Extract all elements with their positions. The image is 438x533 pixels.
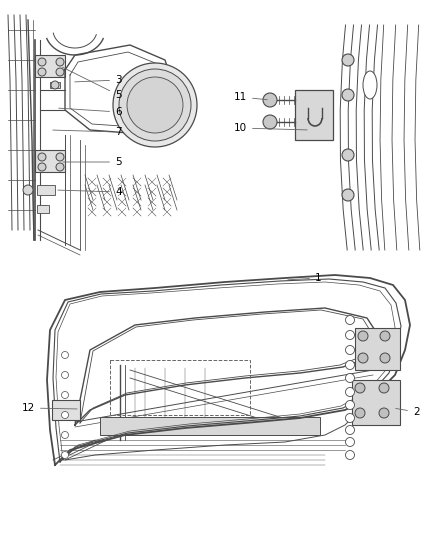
Circle shape: [38, 58, 46, 66]
Circle shape: [342, 54, 354, 66]
Text: 1: 1: [288, 273, 321, 283]
Circle shape: [346, 425, 354, 434]
Bar: [295, 90, 333, 140]
Circle shape: [355, 383, 365, 393]
Circle shape: [355, 408, 365, 418]
Circle shape: [23, 185, 33, 195]
Circle shape: [380, 331, 390, 341]
Bar: [35, 150, 65, 172]
Circle shape: [56, 58, 64, 66]
Text: 6: 6: [59, 107, 122, 117]
Bar: [37, 185, 55, 195]
Circle shape: [127, 77, 183, 133]
Circle shape: [56, 68, 64, 76]
Text: 7: 7: [53, 127, 122, 137]
Circle shape: [38, 163, 46, 171]
Text: 5: 5: [63, 67, 122, 100]
Text: 2: 2: [396, 407, 420, 417]
Bar: [35, 55, 65, 77]
Circle shape: [346, 438, 354, 447]
Circle shape: [119, 69, 191, 141]
Circle shape: [346, 387, 354, 397]
Circle shape: [263, 115, 277, 129]
Circle shape: [346, 450, 354, 459]
Circle shape: [61, 392, 68, 399]
Bar: [37, 205, 49, 213]
Circle shape: [61, 411, 68, 418]
Circle shape: [358, 353, 368, 363]
Bar: [352, 380, 400, 425]
Circle shape: [379, 383, 389, 393]
Circle shape: [380, 353, 390, 363]
Circle shape: [346, 360, 354, 369]
Circle shape: [346, 400, 354, 409]
Circle shape: [346, 345, 354, 354]
Circle shape: [61, 372, 68, 378]
Circle shape: [346, 374, 354, 383]
Text: 4: 4: [58, 187, 122, 197]
Circle shape: [342, 189, 354, 201]
Circle shape: [342, 89, 354, 101]
Text: 5: 5: [63, 157, 122, 167]
Circle shape: [346, 414, 354, 423]
Circle shape: [61, 451, 68, 458]
Text: 10: 10: [234, 123, 307, 133]
Text: 11: 11: [234, 92, 267, 102]
Circle shape: [51, 81, 59, 89]
Circle shape: [61, 351, 68, 359]
Circle shape: [346, 330, 354, 340]
Bar: [52, 400, 80, 420]
Circle shape: [346, 316, 354, 325]
Bar: [355, 328, 400, 370]
Text: 3: 3: [75, 75, 122, 85]
Circle shape: [342, 149, 354, 161]
Bar: [50, 82, 60, 88]
Circle shape: [358, 331, 368, 341]
Circle shape: [263, 93, 277, 107]
Circle shape: [113, 63, 197, 147]
Text: 12: 12: [22, 403, 77, 413]
Circle shape: [379, 408, 389, 418]
Circle shape: [61, 432, 68, 439]
Circle shape: [38, 68, 46, 76]
Ellipse shape: [363, 71, 377, 99]
Circle shape: [56, 153, 64, 161]
Bar: [110, 360, 250, 415]
Circle shape: [38, 153, 46, 161]
Circle shape: [56, 163, 64, 171]
Bar: [100, 417, 320, 435]
